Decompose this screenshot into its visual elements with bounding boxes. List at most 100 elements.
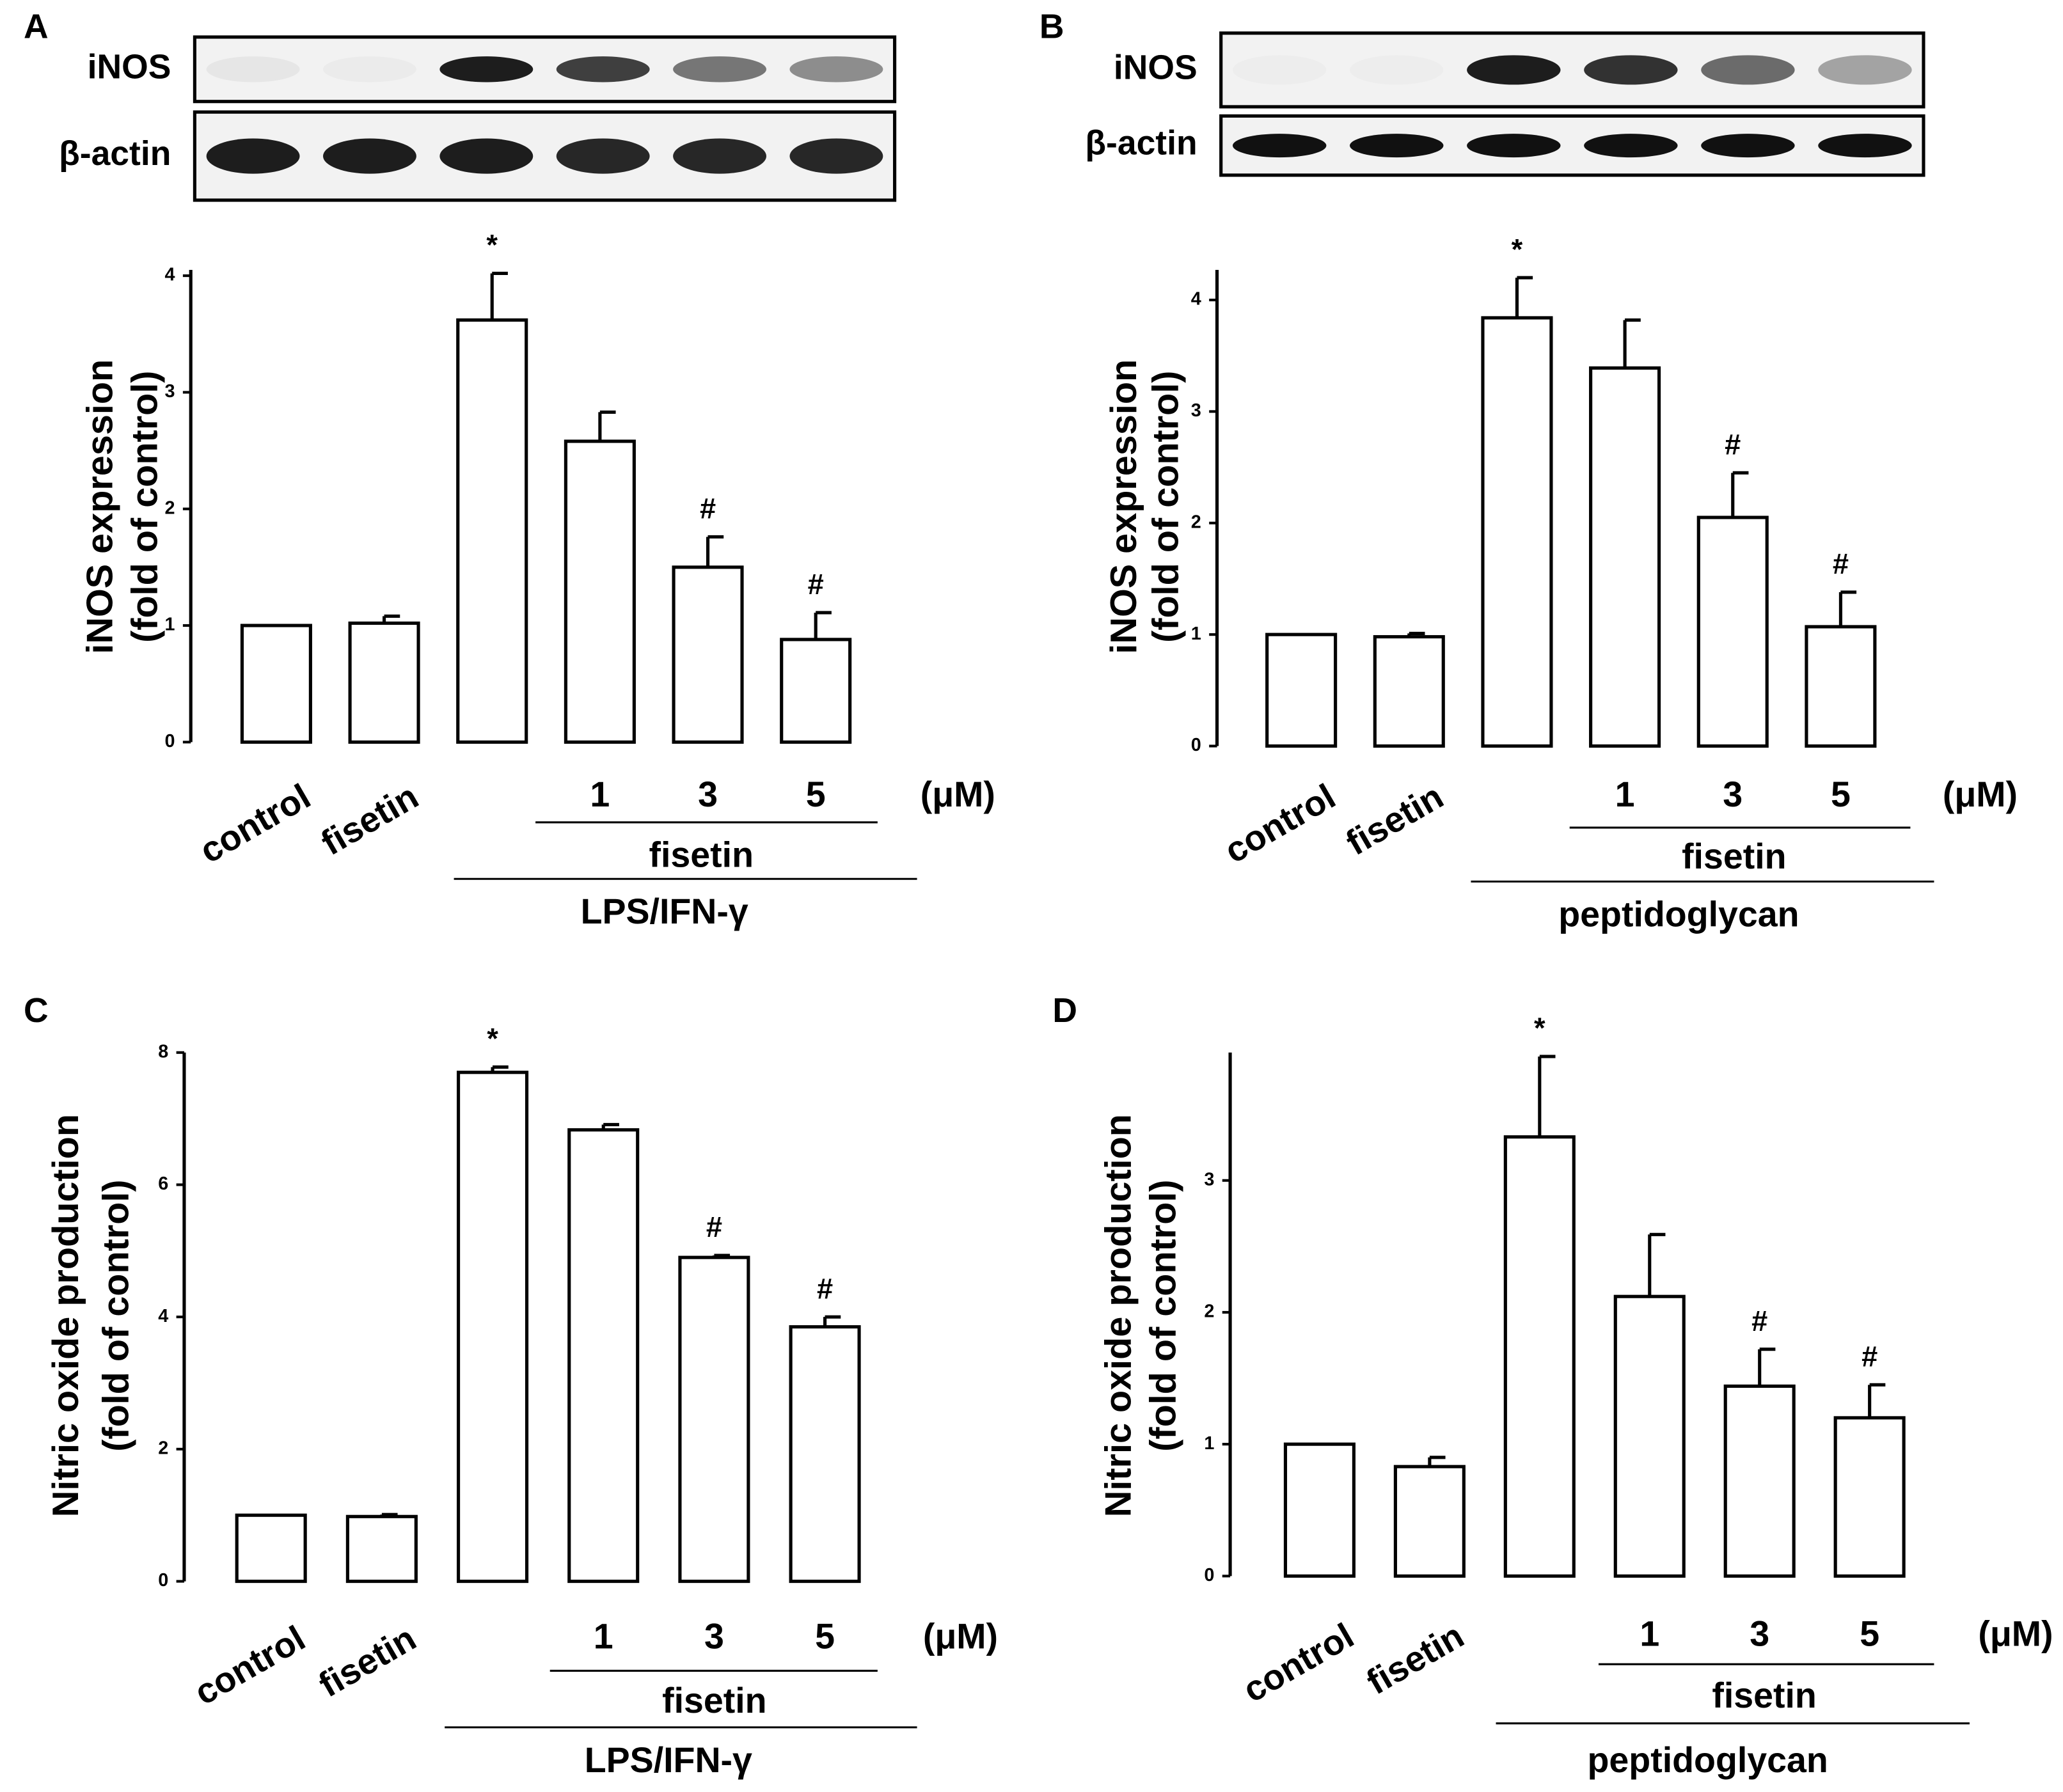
- y-axis-label: (fold of control): [95, 1179, 136, 1451]
- unit-label: (μM): [921, 774, 995, 814]
- blot-band: [789, 56, 883, 83]
- x-tick-label: 1: [1615, 774, 1635, 814]
- annotation: #: [1833, 547, 1849, 580]
- x-tick-label: 3: [1750, 1614, 1769, 1653]
- bar: [1613, 1294, 1686, 1578]
- blot-band: [1818, 134, 1912, 158]
- group-label: fisetin: [1682, 837, 1786, 876]
- bar: [1503, 1135, 1576, 1578]
- error-bar: [1731, 471, 1749, 518]
- blot-band: [673, 138, 766, 174]
- error-bar: [1428, 1456, 1446, 1467]
- bar: [1589, 366, 1661, 748]
- blot-label: iNOS: [88, 48, 171, 86]
- error-bar: [1648, 1232, 1666, 1297]
- error-bar: [1758, 1348, 1776, 1387]
- y-axis-label: iNOS expression: [1103, 359, 1144, 654]
- error-bar: [1407, 631, 1425, 637]
- group-label: LPS/IFN-γ: [581, 892, 748, 931]
- blot-band: [1232, 134, 1327, 158]
- y-tick-label: 3: [1204, 1169, 1214, 1190]
- blot-band: [1818, 55, 1912, 85]
- y-tick-label: 1: [1191, 624, 1201, 644]
- y-axis-label: (fold of control): [125, 371, 166, 643]
- blot-frame: [193, 110, 897, 202]
- y-tick-label: 4: [158, 1306, 168, 1326]
- x-tick-label: control: [1218, 776, 1342, 871]
- y-tick-label: 0: [165, 731, 175, 751]
- bar: [345, 1514, 418, 1584]
- blot-band: [789, 138, 883, 174]
- y-tick-label: 4: [165, 265, 175, 285]
- x-tick-label: 5: [806, 774, 826, 814]
- bar: [235, 1513, 307, 1584]
- y-tick-label: 0: [1191, 735, 1201, 755]
- x-tick-label: 5: [815, 1616, 835, 1656]
- bar: [567, 1128, 640, 1584]
- y-tick-label: 6: [158, 1174, 168, 1194]
- annotation: *: [487, 1023, 498, 1055]
- y-tick-label: 1: [1204, 1433, 1214, 1454]
- blot-band: [323, 56, 416, 82]
- x-tick-label: 3: [1723, 774, 1743, 814]
- error-bar: [814, 611, 832, 640]
- y-axis-label: (fold of control): [1146, 371, 1187, 643]
- blot-band: [1584, 134, 1678, 158]
- bar: [1481, 316, 1553, 748]
- bar: [780, 638, 852, 744]
- annotation: #: [808, 568, 824, 601]
- y-tick-label: 2: [1191, 512, 1201, 532]
- panel-letter: B: [1039, 8, 1064, 46]
- unit-label: (μM): [1978, 1614, 2053, 1653]
- y-tick-label: 0: [158, 1570, 168, 1591]
- bar: [1723, 1384, 1796, 1578]
- annotation: *: [486, 229, 498, 262]
- y-axis-label: (fold of control): [1142, 1179, 1183, 1451]
- annotation: #: [1725, 428, 1741, 461]
- blot-frame: [1219, 31, 1925, 109]
- annotation: *: [1534, 1012, 1545, 1044]
- blot-band: [1467, 55, 1561, 85]
- bar: [1833, 1416, 1906, 1578]
- bar: [1265, 633, 1338, 748]
- x-tick-label: control: [193, 776, 317, 871]
- bar: [678, 1255, 750, 1584]
- y-tick-label: 2: [165, 498, 175, 518]
- bar: [1393, 1465, 1466, 1578]
- blot-band: [556, 138, 650, 174]
- group-label: fisetin: [649, 835, 754, 875]
- y-tick-label: 4: [1191, 289, 1201, 310]
- annotation: #: [1861, 1340, 1877, 1373]
- bar: [457, 1071, 529, 1584]
- error-bar: [823, 1315, 841, 1327]
- blot-band: [206, 138, 300, 174]
- annotation: #: [706, 1211, 722, 1243]
- group-label: LPS/IFN-γ: [585, 1740, 752, 1780]
- group-label: fisetin: [662, 1681, 766, 1720]
- bar: [1373, 635, 1445, 748]
- blot-frame: [193, 35, 897, 104]
- bar: [1283, 1442, 1356, 1578]
- y-tick-label: 2: [158, 1438, 168, 1458]
- panel-letter: A: [24, 8, 49, 46]
- error-bar: [1838, 590, 1857, 627]
- bar: [1805, 625, 1877, 748]
- error-bar: [380, 1513, 398, 1517]
- bar: [672, 565, 744, 744]
- error-bar: [1623, 318, 1641, 368]
- bar: [456, 318, 528, 744]
- y-axis-label: iNOS expression: [80, 359, 121, 654]
- error-bar: [1538, 1055, 1556, 1137]
- bar: [789, 1325, 861, 1584]
- error-bar: [598, 410, 616, 441]
- blot-label: β-actin: [1085, 125, 1197, 162]
- error-bar: [601, 1122, 619, 1130]
- y-tick-label: 8: [158, 1041, 168, 1062]
- annotation: *: [1512, 233, 1523, 265]
- x-tick-label: 5: [1860, 1614, 1879, 1653]
- unit-label: (μM): [923, 1616, 998, 1656]
- error-bar: [1868, 1383, 1886, 1418]
- x-tick-label: 1: [594, 1616, 613, 1656]
